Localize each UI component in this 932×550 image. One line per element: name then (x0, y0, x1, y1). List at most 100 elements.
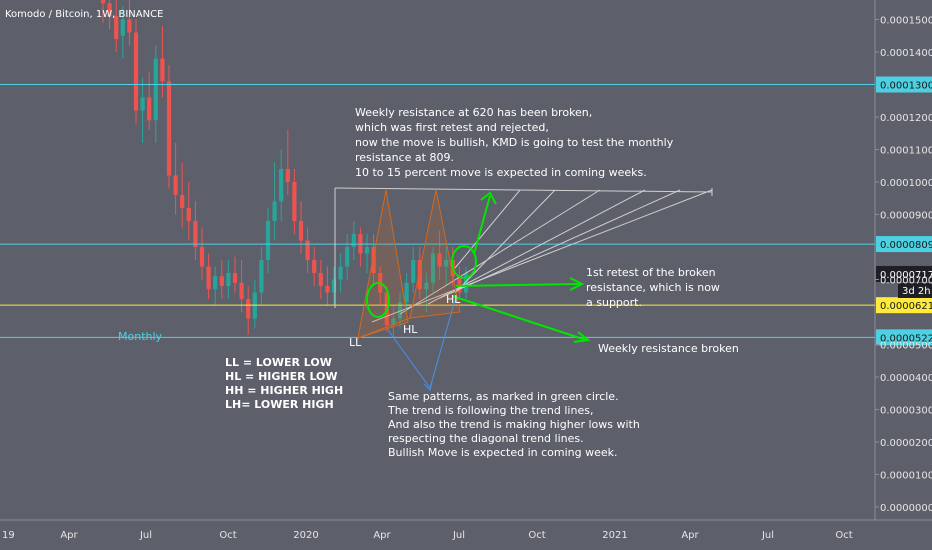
candle-body (265, 221, 271, 260)
candle-body (404, 282, 409, 303)
level-label-bg (876, 236, 932, 253)
green-right-arrow-head (569, 277, 585, 291)
retest-line-2: resistance, which is now (586, 281, 720, 294)
candle-body (318, 273, 323, 286)
current-price-label: 0.0000717 (880, 270, 932, 281)
blue-arrow-line-2 (429, 299, 456, 389)
candle-body (239, 282, 244, 299)
legend-block: LL = LOWER LOW HL = HIGHER LOW HH = HIGH… (225, 356, 343, 411)
candle-body (397, 302, 403, 319)
candle-body (437, 253, 442, 267)
x-tick-label: Apr (60, 530, 78, 541)
x-tick-label: Jul (139, 530, 152, 541)
patterns-note: Same patterns, as marked in green circle… (387, 390, 640, 459)
diagonal-line-4 (439, 189, 681, 299)
ll-marker: LL (349, 336, 362, 349)
top-trendline (334, 187, 713, 193)
retest-line-1: 1st retest of the broken (586, 266, 716, 279)
candle-body (463, 273, 469, 293)
level-label: 0.0000522 (880, 333, 932, 344)
y-tick-label: 0.0001100 (880, 146, 932, 157)
hl-marker-2: HL (446, 293, 461, 306)
y-tick-label: 0.0001500 (880, 16, 932, 27)
y-tick-label: 0.0001000 (880, 178, 932, 189)
candle-body (114, 16, 119, 39)
candle-body (166, 81, 172, 176)
note-line-5: 10 to 15 percent move is expected in com… (355, 166, 647, 179)
candle-body (272, 201, 277, 221)
candle-body (444, 260, 449, 267)
patterns-line-2: The trend is following the trend lines, (387, 404, 593, 417)
green-circle-1 (366, 282, 390, 318)
legend-hh: HH = HIGHER HIGH (225, 384, 343, 397)
candle-body (219, 276, 224, 286)
x-tick-label: Jul (761, 530, 774, 541)
diagonal-line-2 (399, 189, 601, 315)
candle-body (457, 276, 462, 293)
candle-body (391, 318, 396, 325)
candle-body (364, 247, 370, 254)
candle-body (259, 260, 264, 293)
note-line-4: resistance at 809. (355, 151, 454, 164)
countdown-bg (898, 282, 932, 298)
candle-body (180, 195, 185, 208)
candle-body (199, 247, 205, 267)
level-label-bg (876, 297, 932, 314)
candle-body (133, 32, 139, 111)
diagonal-line-5 (454, 189, 556, 294)
candle-body (285, 169, 290, 182)
y-tick-label: 0.0000200 (880, 438, 932, 449)
blue-arrow-line-1 (387, 329, 431, 389)
level-lines-group: 0.0001300 0.0000809 0.0000621 0.0000522 0.00… (0, 76, 932, 346)
y-tick-label: 0.0001200 (880, 113, 932, 124)
candle-body (140, 97, 145, 111)
y-tick-label: 0.0000500 (880, 341, 932, 352)
drawings-group (334, 187, 713, 391)
orange-triangle-1 (357, 189, 409, 339)
patterns-line-1: Same patterns, as marked in green circle… (388, 390, 619, 403)
candle-body (305, 240, 310, 260)
level-label-bg (876, 76, 932, 93)
note-line-3: now the move is bullish, KMD is going to… (355, 136, 674, 149)
price-scale: 0.0001500 0.0001400 0.0001200 0.0001100 0.00… (875, 16, 932, 514)
level-label: 0.0001300 (880, 81, 932, 92)
candle-body (107, 3, 112, 17)
legend-hl: HL = HIGHER LOW (225, 370, 338, 383)
hl-marker-1: HL (403, 323, 418, 336)
candle-body (232, 273, 238, 283)
candle-body (127, 19, 132, 33)
y-tick-label: 0.0000100 (880, 471, 932, 482)
candle-body (160, 58, 165, 82)
x-tick-label: Oct (528, 530, 545, 541)
patterns-line-4: respecting the diagonal trend lines. (388, 432, 584, 445)
x-tick-label: 2020 (293, 530, 318, 541)
candle-body (325, 286, 330, 293)
candle-body (226, 273, 231, 286)
blue-arrow-head (423, 381, 433, 391)
green-circle-2 (451, 245, 477, 279)
time-scale: 19 Apr Jul Oct 2020 Apr Jul Oct 2021 Apr Jul Oct (2, 530, 853, 541)
green-diag-arrow-head (573, 331, 591, 343)
candle-body (279, 169, 284, 202)
candle-body (292, 182, 297, 221)
candle-body (206, 266, 211, 290)
candle-body (430, 253, 436, 283)
level-label: 0.0000621 (880, 301, 932, 312)
symbol-title[interactable]: Komodo / Bitcoin, 1W, BINANCE (5, 9, 164, 20)
candle-body (345, 247, 350, 267)
patterns-line-5: Bullish Move is expected in coming week. (388, 446, 618, 459)
countdown-label: 3d 2h (902, 286, 931, 297)
candle-body (338, 266, 343, 280)
candle-body (424, 282, 429, 290)
candle-body (298, 221, 304, 241)
note-line-2: which was first retest and rejected, (355, 121, 549, 134)
note-line-1: Weekly resistance at 620 has been broken… (355, 106, 592, 119)
candle-body (173, 175, 178, 195)
green-diag-arrow-line (451, 295, 587, 341)
legend-ll: LL = LOWER LOW (225, 356, 332, 369)
green-up-arrow-line (473, 195, 491, 255)
candle-body (186, 208, 191, 221)
y-tick-label: 0.0000000 (880, 503, 932, 514)
candle-body (331, 279, 337, 293)
